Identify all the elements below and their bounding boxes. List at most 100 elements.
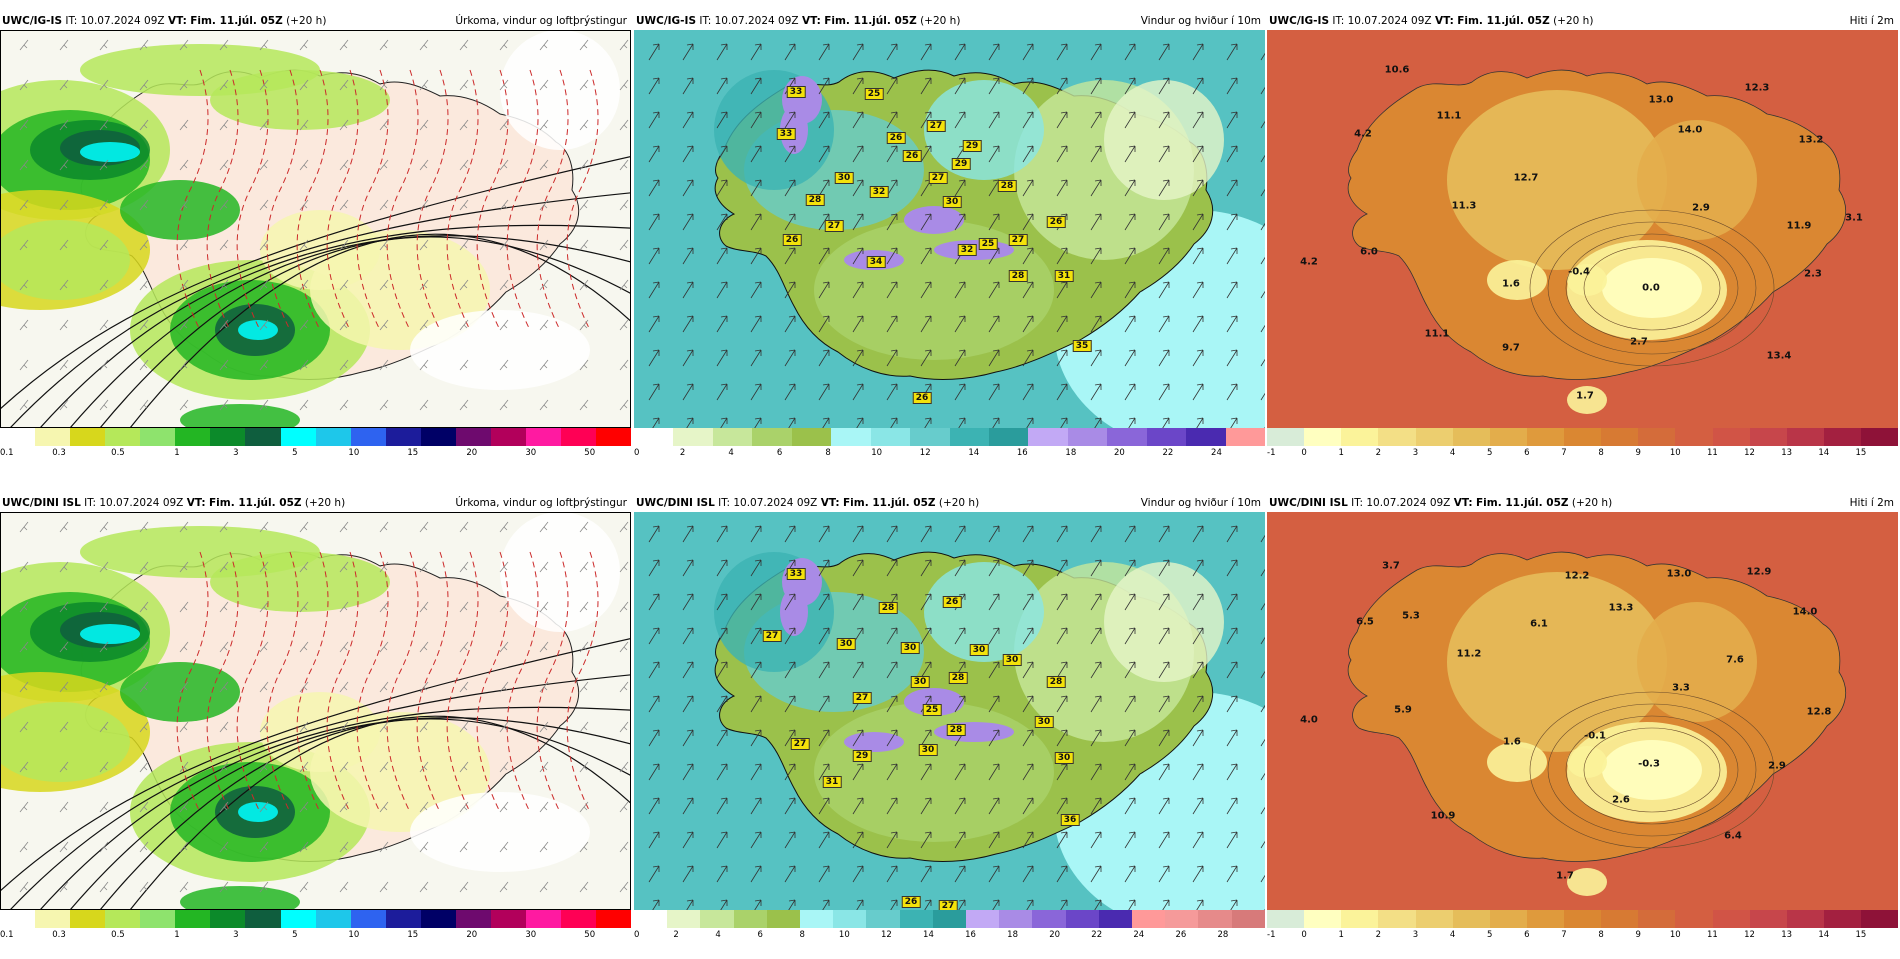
wind-arrow: [852, 383, 864, 401]
wind-arrow: [988, 383, 1000, 401]
wind-barb: [19, 641, 29, 653]
wind-barb: [219, 359, 229, 371]
wind-arrow: [682, 111, 694, 129]
wind-barb: [99, 681, 109, 693]
wind-arrow: [992, 899, 1000, 910]
valid-time: Fim. 11.júl. 05Z: [842, 497, 936, 509]
wind-barb: [339, 359, 349, 371]
temperature-isoline: [536, 551, 569, 813]
temperature-isoline: [386, 551, 419, 813]
wind-barb: [619, 681, 629, 693]
wind-arrow: [1226, 593, 1238, 611]
model-name: UWC/DINI ISL: [636, 497, 715, 509]
colorbar-tick-label: 18: [1065, 448, 1077, 458]
colorbar-swatch: [1564, 428, 1602, 446]
colorbar-tick-label: 24: [1133, 930, 1145, 940]
colorbar-tick-label: 14: [1818, 930, 1830, 940]
forecast-panel: UWC/IG-IS IT: 10.07.2024 09Z VT: Fim. 11…: [1267, 12, 1898, 477]
wind-arrow: [818, 559, 830, 577]
wind-arrow: [682, 145, 694, 163]
wind-barb: [579, 561, 589, 573]
wind-barb: [259, 521, 269, 533]
wind-barb: [379, 841, 389, 853]
wind-arrow: [682, 627, 694, 645]
wind-arrow: [1124, 831, 1136, 849]
wind-arrow: [818, 315, 830, 333]
wind-barb: [579, 721, 589, 733]
colorbar-tick-label: 2: [1375, 930, 1382, 940]
wind-arrow: [1056, 729, 1068, 747]
forecast-panel: UWC/IG-IS IT: 10.07.2024 09Z VT: Fim. 11…: [634, 12, 1265, 477]
wind-arrow: [720, 417, 728, 428]
wind-barb: [499, 521, 509, 533]
model-name: UWC/DINI ISL: [1269, 497, 1348, 509]
wind-arrow: [954, 77, 966, 95]
wind-barb: [459, 319, 469, 331]
colorbar-tick-label: 1: [1338, 448, 1344, 458]
temperature-value-label: 7.6: [1726, 654, 1744, 666]
wind-barb: [339, 159, 349, 171]
wind-barb: [499, 239, 509, 251]
wind-barb: [419, 641, 429, 653]
wind-arrow: [988, 559, 1000, 577]
temperature-contour: [1565, 233, 1739, 343]
colorbar-tick-label: 30: [525, 930, 537, 940]
temperature-isoline: [566, 551, 599, 813]
wind-arrow: [1124, 729, 1136, 747]
wind-arrow: [852, 281, 864, 299]
wind-arrow: [1124, 559, 1136, 577]
wind-arrow: [1090, 77, 1102, 95]
wind-arrow: [1022, 661, 1034, 679]
wind-arrow: [818, 77, 830, 95]
wind-arrow: [1124, 281, 1136, 299]
gust-value-label: 33: [786, 568, 806, 580]
wind-arrow: [1226, 43, 1238, 61]
colorbar-tick-label: 13: [1781, 930, 1793, 940]
colorbar-tick-label: 3: [1412, 448, 1419, 458]
colorbar-swatch: [455, 910, 491, 928]
temperature-value-label: 2.9: [1692, 202, 1710, 214]
wind-speed-area: [924, 80, 1044, 180]
wind-barb: [99, 641, 109, 653]
panel-title: Úrkoma, vindur og loftþrýstingur: [455, 15, 627, 27]
wind-arrow: [818, 43, 830, 61]
colorbar-swatch: [35, 910, 71, 928]
wind-barb: [179, 199, 189, 211]
temperature-isoline: [416, 551, 449, 813]
gust-value-label: 28: [1008, 270, 1028, 282]
wind-arrow: [1090, 43, 1102, 61]
colorbar-tick-label: 15: [1855, 448, 1867, 458]
wind-barb: [419, 681, 429, 693]
wind-barb: [459, 399, 469, 411]
wind-arrow: [1226, 213, 1238, 231]
wind-arrow: [750, 627, 762, 645]
gust-value-label: 28: [878, 602, 898, 614]
colorbar-tick-label: 4: [715, 930, 721, 940]
wind-barb: [459, 239, 469, 251]
wind-arrow: [1090, 661, 1102, 679]
wind-barb: [539, 681, 549, 693]
wind-barb: [419, 239, 429, 251]
forecast-panel: UWC/DINI ISL IT: 10.07.2024 09Z VT: Fim.…: [634, 494, 1265, 959]
wind-barb: [19, 841, 29, 853]
wind-barb: [499, 399, 509, 411]
colorbar-swatch: [1526, 910, 1564, 928]
temperature-value-label: 13.3: [1608, 602, 1634, 614]
colorbar-tick-label: 8: [1598, 448, 1604, 458]
wind-arrow: [648, 77, 660, 95]
wind-barb: [219, 79, 229, 91]
wind-arrow: [784, 763, 796, 781]
wind-arrow: [648, 145, 660, 163]
wind-arrow: [988, 77, 1000, 95]
colorbar-tick-label: 20: [1049, 930, 1061, 940]
colorbar-swatch: [800, 910, 834, 928]
wind-barb: [499, 39, 509, 51]
temperature-contour: [1529, 691, 1775, 849]
wind-barb: [459, 881, 469, 893]
colorbar-tick-label: 9: [1635, 448, 1641, 458]
colorbar-swatch: [1032, 910, 1066, 928]
temperature-isoline: [506, 69, 539, 331]
isobar: [0, 155, 631, 410]
wind-arrow: [788, 417, 796, 428]
wind-arrow: [1192, 349, 1204, 367]
